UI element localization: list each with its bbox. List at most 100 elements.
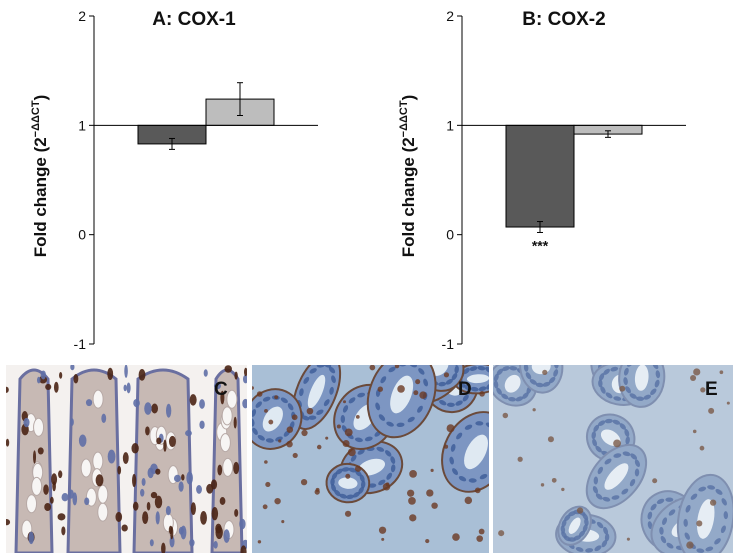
nucleus (107, 367, 114, 381)
nucleus (51, 473, 58, 486)
nucleus (44, 503, 52, 511)
nucleus (242, 398, 247, 409)
nucleus (40, 370, 47, 380)
nucleus (233, 416, 237, 429)
nucleus (59, 371, 63, 379)
nucleus (233, 461, 240, 475)
nucleus (33, 450, 37, 464)
stain-dot (708, 407, 715, 414)
nucleus (28, 531, 34, 545)
nucleus (131, 443, 139, 454)
nucleus (234, 371, 238, 380)
nucleus (219, 497, 226, 505)
stain-dot (430, 468, 434, 472)
nucleus (203, 369, 208, 377)
nucleus (206, 483, 214, 494)
nucleus (140, 488, 145, 497)
nucleus (161, 542, 166, 553)
stain-dot (344, 510, 352, 517)
stain-dot (690, 374, 697, 381)
stain-dot (394, 365, 400, 369)
nucleus (36, 376, 41, 384)
stain-dot (478, 528, 485, 535)
nucleus (23, 417, 30, 428)
nucleus (217, 464, 223, 476)
stain-dot (274, 497, 281, 505)
stain-dot (652, 478, 658, 484)
histology-panel-e: E (493, 365, 733, 553)
nucleus (85, 399, 93, 407)
nucleus (6, 386, 9, 393)
nucleus (199, 399, 205, 409)
stain-dot (686, 541, 694, 549)
stain-dot (355, 414, 360, 419)
nucleus (154, 495, 163, 509)
stain-dot (381, 537, 385, 541)
stain-dot (540, 483, 545, 487)
nucleus (123, 384, 127, 392)
gland (618, 365, 666, 408)
stain-dot (344, 428, 353, 437)
nucleus (199, 420, 205, 429)
nucleus (61, 526, 66, 536)
stain-dot (696, 520, 703, 527)
goblet-cell (80, 458, 92, 478)
nucleus (133, 398, 140, 408)
gland (557, 505, 592, 546)
histology-panel-c: C (6, 365, 247, 553)
nucleus (181, 474, 185, 481)
nucleus (189, 394, 197, 406)
nucleus (163, 439, 167, 452)
stain-dot (419, 391, 427, 399)
nucleus (58, 470, 63, 479)
stain-dot (532, 408, 536, 412)
histology-image-d (252, 365, 489, 553)
stain-dot (426, 489, 434, 497)
stain-dot (726, 401, 730, 405)
nucleus (169, 535, 175, 548)
stain-dot (444, 444, 449, 449)
nucleus (138, 369, 146, 381)
stain-dot (378, 526, 387, 534)
goblet-cell (92, 389, 104, 409)
stain-dot (476, 535, 483, 542)
stain-dot (551, 477, 557, 483)
stain-dot (413, 390, 419, 396)
y-tick-label: 0 (78, 227, 86, 243)
goblet-cell (31, 476, 43, 496)
histology-image-c (6, 365, 247, 553)
y-tick-label: 0 (446, 227, 454, 243)
stain-dot (385, 482, 390, 487)
nucleus (186, 471, 193, 485)
gland (441, 411, 489, 493)
nucleus (78, 434, 87, 447)
stain-dot (347, 448, 356, 457)
significance-label: *** (532, 237, 549, 253)
chart-title: A: COX-1 (152, 9, 236, 30)
stain-dot (613, 439, 621, 448)
stain-dot (281, 520, 285, 524)
gland (366, 365, 437, 439)
stain-dot (291, 414, 298, 421)
nucleus (234, 509, 239, 517)
stain-dot (286, 426, 294, 433)
nucleus (43, 484, 49, 495)
nucleus (213, 382, 222, 390)
nucleus (107, 449, 116, 464)
goblet-cell (219, 433, 231, 453)
goblet-cell (226, 389, 238, 409)
nucleus (211, 507, 219, 521)
panel-label-d: D (458, 379, 472, 400)
nucleus (147, 467, 154, 479)
nucleus (213, 541, 218, 549)
nucleus (150, 491, 158, 499)
nucleus (84, 497, 90, 506)
nucleus (243, 367, 247, 377)
stain-dot (257, 540, 262, 544)
nucleus (151, 403, 159, 414)
nucleus (185, 430, 192, 437)
nucleus (57, 513, 66, 521)
nucleus (242, 374, 247, 384)
nucleus (132, 473, 137, 488)
stain-dot (316, 444, 322, 450)
